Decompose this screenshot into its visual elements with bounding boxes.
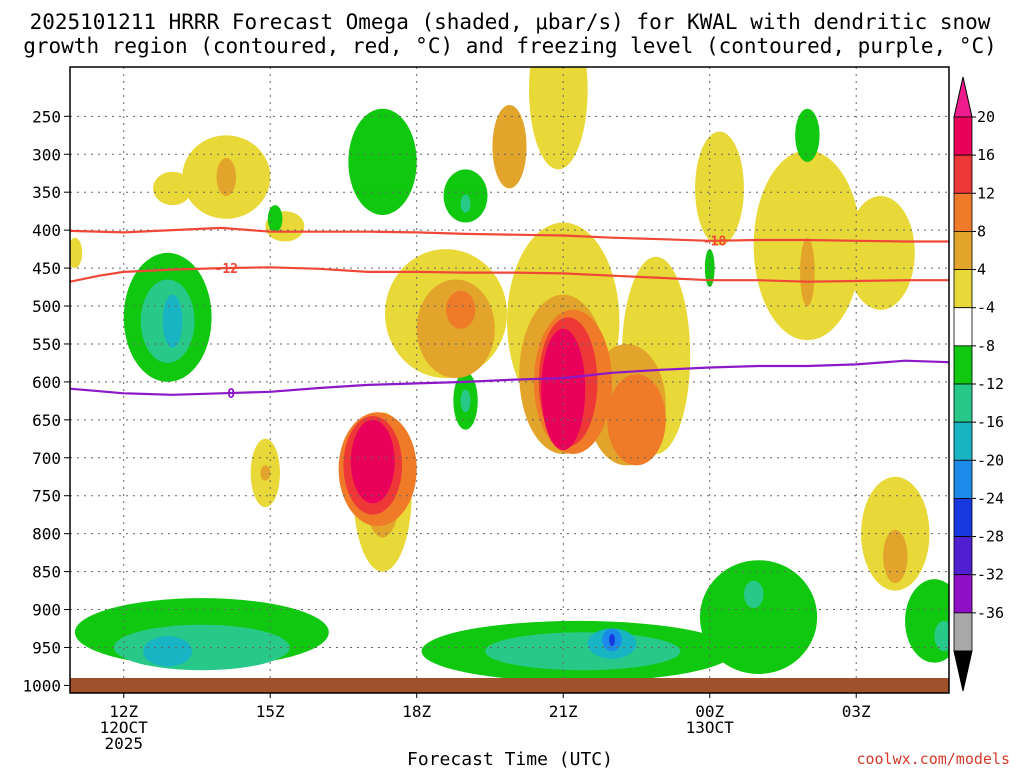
colorbar-swatch-6 (953, 345, 973, 385)
colorbar-swatch-2 (953, 192, 973, 232)
y-axis-ticks: 250 300 350 400 450 500 550 600 650 700 750 800 850 9… (22, 107, 70, 695)
y-tick-label-750: 750 (32, 487, 61, 506)
omega-region-12 (446, 290, 476, 329)
x-tick-label-18Z: 18Z (402, 702, 431, 721)
colorbar-label--16: -16 (977, 413, 1004, 431)
plot-frame (69, 66, 950, 694)
y-tick-label-350: 350 (32, 183, 61, 202)
colorbar-label-8: 8 (977, 222, 986, 240)
colorbar-label-4: 4 (977, 261, 986, 279)
x-tick-label-03Z: 03Z (842, 702, 871, 721)
omega-region--8 (743, 580, 764, 609)
contour-dendritic-top (70, 226, 949, 243)
colorbar-label--12: -12 (977, 375, 1004, 393)
y-tick-label-300: 300 (32, 145, 61, 164)
omega-region-20 (350, 419, 395, 504)
x-axis-label: Forecast Time (UTC) (407, 749, 613, 768)
colorbar-swatch-12 (953, 574, 973, 614)
omega-region--4 (699, 560, 818, 675)
omega-region--20 (609, 633, 615, 646)
y-tick-label-500: 500 (32, 297, 61, 316)
colorbar-swatch-9 (953, 459, 973, 499)
colorbar-label--4: -4 (977, 299, 995, 317)
x-tick-label-21Z: 21Z (549, 702, 578, 721)
y-tick-label-600: 600 (32, 373, 61, 392)
omega-region--4 (795, 108, 820, 162)
y-tick-label-900: 900 (32, 601, 61, 620)
omega-region--8 (460, 389, 471, 413)
omega-shading (70, 67, 949, 682)
colorbar-label--8: -8 (977, 337, 995, 355)
colorbar-swatch-11 (953, 536, 973, 576)
omega-region--8 (460, 194, 471, 213)
colorbar-label-20: 20 (977, 108, 995, 126)
colorbar-swatch-13 (953, 612, 973, 652)
colorbar-label--32: -32 (977, 566, 1004, 584)
y-tick-label-950: 950 (32, 638, 61, 657)
colorbar-label-12: 12 (977, 184, 995, 202)
chart-title-line-1: 2025101211 HRRR Forecast Omega (shaded, … (30, 10, 991, 34)
y-tick-label-800: 800 (32, 525, 61, 544)
omega-region--4 (267, 205, 283, 233)
omega-region-4 (153, 171, 193, 206)
omega-region-8 (800, 237, 815, 307)
y-tick-label-550: 550 (32, 335, 61, 354)
y-tick-label-700: 700 (32, 449, 61, 468)
y-tick-label-450: 450 (32, 259, 61, 278)
y-tick-label-1000: 1000 (22, 676, 61, 695)
colorbar-swatch-7 (953, 383, 973, 423)
x-tick-label-12OCT: 12OCT (100, 718, 149, 737)
omega-region--12 (162, 294, 183, 348)
omega-region-8 (216, 158, 237, 196)
colorbar-label--24: -24 (977, 489, 1004, 507)
colorbar-swatch-0 (953, 116, 973, 156)
colorbar-swatch-4 (953, 269, 973, 309)
omega-region-8 (492, 104, 527, 189)
y-tick-label-850: 850 (32, 563, 61, 582)
omega-region-8 (260, 465, 271, 481)
omega-region-12 (607, 374, 666, 466)
x-tick-label-2025: 2025 (104, 734, 143, 753)
colorbar-label-16: 16 (977, 146, 995, 164)
y-tick-label-650: 650 (32, 411, 61, 430)
x-tick-label-13OCT: 13OCT (686, 718, 735, 737)
colorbar-swatch-10 (953, 498, 973, 537)
omega-region--4 (348, 108, 417, 215)
omega-region--8 (934, 620, 949, 652)
omega-region-8 (416, 279, 495, 379)
contour-freezing-level (70, 359, 949, 396)
x-tick-label-15Z: 15Z (256, 702, 285, 721)
colorbar-bottom-arrow (953, 650, 973, 692)
omega-region--4 (704, 249, 715, 288)
chart-title-line-2: growth region (contoured, red, °C) and f… (23, 34, 997, 58)
contour-dendritic-bottom (70, 266, 949, 283)
credit-text: coolwx.com/models (856, 750, 1010, 768)
colorbar-label--28: -28 (977, 528, 1004, 546)
omega-region--12 (143, 636, 193, 667)
x-tick-label-12Z: 12Z (109, 702, 138, 721)
colorbar-swatch-3 (953, 231, 973, 270)
omega-region-4 (695, 131, 744, 246)
colorbar-swatch-1 (953, 154, 973, 194)
omega-region-4 (529, 67, 588, 170)
y-tick-label-250: 250 (32, 107, 61, 126)
colorbar: 20 16 12 8 4 -4 -8 -12 -16 -20 -24 -28 -32 -36 (953, 76, 1004, 692)
ground-surface (70, 678, 949, 693)
omega-region--8 (485, 632, 681, 671)
colorbar-label--20: -20 (977, 451, 1004, 469)
contour-lines: -18 -12 0 (70, 226, 949, 402)
colorbar-label--36: -36 (977, 604, 1004, 622)
omega-region-8 (883, 529, 908, 583)
contour-label-freezing-level: 0 (227, 387, 235, 402)
contour-label-dendritic-top: -18 (703, 235, 727, 250)
colorbar-swatch-8 (953, 421, 973, 461)
contour-label-dendritic-bottom: -12 (215, 262, 238, 277)
y-tick-label-400: 400 (32, 221, 61, 240)
colorbar-swatch-5 (953, 307, 973, 347)
omega-region-4 (70, 237, 83, 269)
plot-area: -18 -12 0 (70, 67, 949, 693)
x-tick-label-00Z: 00Z (695, 702, 724, 721)
